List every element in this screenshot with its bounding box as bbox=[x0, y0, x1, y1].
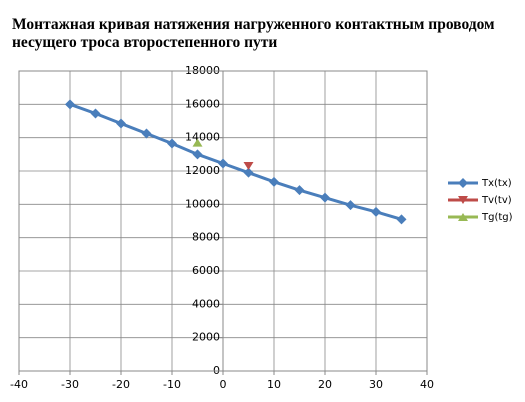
y-tick-label: 12000 bbox=[185, 164, 220, 177]
marker bbox=[218, 158, 228, 169]
legend-label: Tg(tg) bbox=[481, 212, 513, 223]
chart-title: Монтажная кривая натяжения нагруженного … bbox=[12, 16, 495, 51]
y-tick-label: 14000 bbox=[185, 131, 220, 144]
marker bbox=[243, 167, 254, 178]
x-tick-label: -40 bbox=[10, 378, 28, 391]
x-tick-label: -10 bbox=[163, 378, 181, 391]
y-tick-label: 10000 bbox=[185, 197, 220, 210]
marker bbox=[167, 138, 177, 149]
x-tick-label: -30 bbox=[61, 378, 79, 391]
marker bbox=[269, 176, 279, 187]
marker bbox=[371, 206, 381, 217]
x-tick-label: 20 bbox=[318, 378, 332, 391]
legend-marker bbox=[458, 196, 468, 204]
marker bbox=[294, 185, 305, 196]
marker bbox=[320, 192, 330, 203]
marker bbox=[192, 149, 203, 160]
series-line bbox=[69, 102, 402, 221]
legend-label: Tv(tv) bbox=[481, 195, 512, 206]
legend-marker bbox=[458, 178, 468, 188]
marker bbox=[243, 162, 254, 170]
marker bbox=[141, 128, 152, 139]
marker bbox=[396, 214, 407, 225]
marker bbox=[65, 99, 75, 110]
legend-marker bbox=[458, 213, 468, 221]
x-tick-label: 0 bbox=[220, 378, 227, 391]
x-tick-label: -20 bbox=[112, 378, 130, 391]
legend-label: Tx(tx) bbox=[481, 178, 512, 189]
y-tick-label: 8000 bbox=[192, 231, 220, 244]
y-tick-label: 2000 bbox=[192, 331, 220, 344]
marker bbox=[345, 200, 356, 211]
y-tick-label: 4000 bbox=[192, 297, 220, 310]
y-tick-label: 6000 bbox=[192, 264, 220, 277]
marker bbox=[116, 118, 126, 129]
x-tick-label: 10 bbox=[267, 378, 281, 391]
y-tick-label: 16000 bbox=[185, 97, 220, 110]
marker bbox=[192, 138, 203, 147]
x-tick-label: 40 bbox=[420, 378, 434, 391]
x-tick-label: 30 bbox=[369, 378, 383, 391]
marker bbox=[90, 108, 101, 119]
